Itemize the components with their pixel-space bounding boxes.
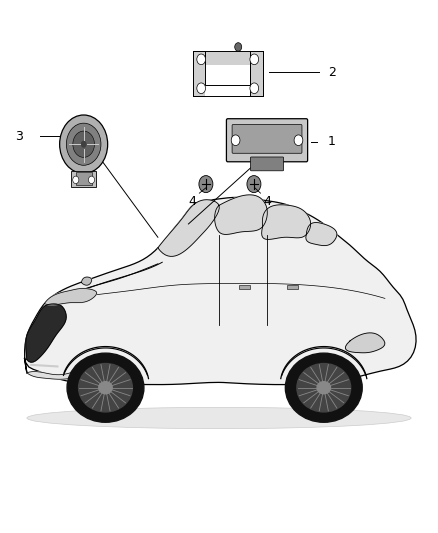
Ellipse shape: [78, 364, 132, 412]
Circle shape: [67, 123, 101, 165]
Polygon shape: [306, 222, 337, 246]
Circle shape: [199, 175, 213, 192]
Circle shape: [60, 115, 108, 173]
Polygon shape: [81, 277, 92, 285]
Bar: [250, 51, 263, 96]
Circle shape: [197, 54, 205, 64]
Polygon shape: [26, 304, 66, 362]
Text: 2: 2: [328, 66, 336, 79]
Circle shape: [81, 141, 87, 148]
FancyBboxPatch shape: [232, 125, 302, 154]
Bar: [71, 171, 96, 187]
Polygon shape: [27, 370, 88, 380]
Text: 3: 3: [14, 130, 22, 143]
Ellipse shape: [99, 382, 112, 394]
Circle shape: [88, 176, 95, 183]
Bar: [76, 172, 92, 185]
Bar: [193, 51, 263, 64]
Ellipse shape: [27, 407, 411, 429]
Polygon shape: [25, 197, 416, 385]
Polygon shape: [346, 333, 385, 353]
Circle shape: [294, 135, 303, 146]
Circle shape: [231, 135, 240, 146]
Circle shape: [197, 83, 205, 94]
Ellipse shape: [67, 353, 144, 422]
Circle shape: [73, 176, 79, 183]
Circle shape: [73, 131, 95, 157]
Circle shape: [250, 54, 259, 64]
Text: 4: 4: [263, 195, 271, 208]
FancyBboxPatch shape: [251, 157, 284, 171]
Text: 4: 4: [189, 195, 197, 208]
Circle shape: [247, 175, 261, 192]
Ellipse shape: [317, 382, 331, 394]
Ellipse shape: [297, 364, 351, 412]
Bar: [239, 285, 250, 289]
Circle shape: [250, 83, 259, 94]
Bar: [205, 64, 250, 96]
Bar: [193, 51, 205, 96]
Circle shape: [235, 43, 242, 51]
Polygon shape: [44, 288, 97, 305]
Polygon shape: [261, 205, 311, 239]
Polygon shape: [215, 195, 267, 235]
Ellipse shape: [286, 353, 362, 422]
Bar: [205, 76, 250, 85]
Text: 1: 1: [328, 135, 336, 148]
FancyBboxPatch shape: [226, 119, 307, 162]
Polygon shape: [158, 200, 219, 256]
Bar: [287, 285, 297, 289]
